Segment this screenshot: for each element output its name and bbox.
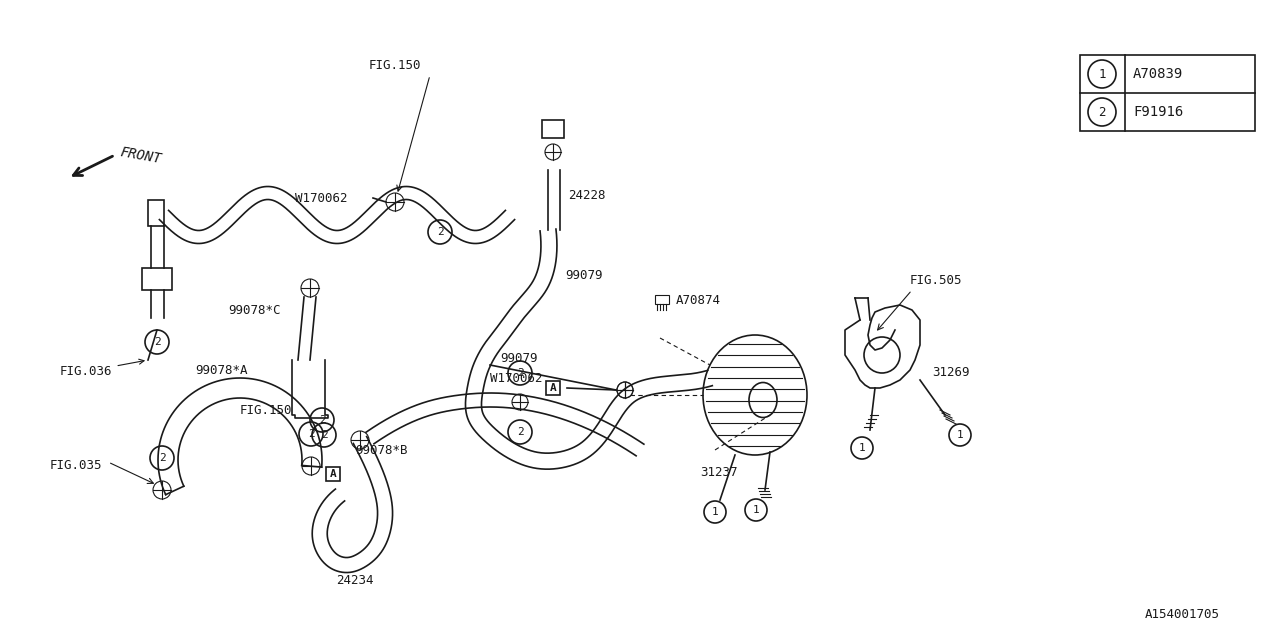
Text: A154001705: A154001705 xyxy=(1146,609,1220,621)
Text: 2: 2 xyxy=(436,227,443,237)
Text: 2: 2 xyxy=(320,430,328,440)
Text: 2: 2 xyxy=(154,337,160,347)
Bar xyxy=(1080,55,1254,131)
Text: A: A xyxy=(330,469,337,479)
Text: 2: 2 xyxy=(159,453,165,463)
Text: 1: 1 xyxy=(1098,67,1106,81)
Bar xyxy=(142,268,172,290)
Text: A70874: A70874 xyxy=(676,294,721,307)
Text: 2: 2 xyxy=(517,427,524,437)
Text: A70839: A70839 xyxy=(1133,67,1183,81)
Text: 2: 2 xyxy=(319,415,325,425)
Text: FIG.150: FIG.150 xyxy=(241,403,293,417)
Text: 2: 2 xyxy=(307,429,315,439)
Bar xyxy=(547,381,561,395)
Text: W170062: W170062 xyxy=(294,191,347,205)
Text: 99079: 99079 xyxy=(500,351,538,365)
Text: FIG.036: FIG.036 xyxy=(60,359,145,378)
Text: 99078*A: 99078*A xyxy=(195,364,247,376)
Text: 1: 1 xyxy=(956,430,964,440)
Text: FRONT: FRONT xyxy=(119,145,163,166)
Text: 24228: 24228 xyxy=(568,189,605,202)
Bar xyxy=(541,120,564,138)
Text: 31237: 31237 xyxy=(700,465,737,479)
Text: FIG.035: FIG.035 xyxy=(50,458,102,472)
Bar xyxy=(148,200,164,226)
Text: 99079: 99079 xyxy=(564,269,603,282)
Text: 24234: 24234 xyxy=(337,573,374,586)
Text: 31269: 31269 xyxy=(932,365,969,378)
Text: 2: 2 xyxy=(517,368,524,378)
Text: 1: 1 xyxy=(753,505,759,515)
Text: 99078*B: 99078*B xyxy=(355,444,407,456)
Text: 2: 2 xyxy=(1098,106,1106,118)
Text: FIG.150: FIG.150 xyxy=(369,58,421,72)
Text: FIG.505: FIG.505 xyxy=(910,273,963,287)
Text: F91916: F91916 xyxy=(1133,105,1183,119)
Text: W170062: W170062 xyxy=(490,371,543,385)
Text: 99078*C: 99078*C xyxy=(228,303,280,317)
Text: 1: 1 xyxy=(859,443,865,453)
Bar xyxy=(326,467,340,481)
Bar xyxy=(655,295,669,304)
Text: 1: 1 xyxy=(712,507,718,517)
Text: A: A xyxy=(549,383,557,393)
